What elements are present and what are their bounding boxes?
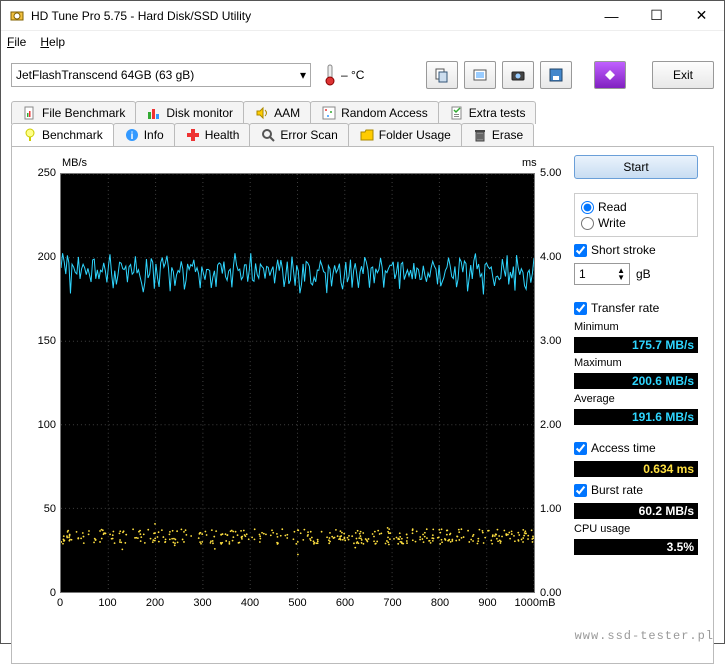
average-value: 191.6 MB/s [574,409,698,425]
copy-screenshot-button[interactable] [464,61,496,89]
write-radio[interactable]: Write [581,216,691,230]
chevron-down-icon: ▾ [300,68,306,82]
random-access-icon [321,105,337,121]
tab-info[interactable]: iInfo [113,123,175,146]
aam-icon [254,105,270,121]
tabs-row-bottom: Benchmark iInfo Health Error Scan Folder… [11,123,714,146]
access-time-check[interactable]: Access time [574,441,698,455]
chart-area: MB/s ms 0501001502002500.001.002.003.004… [20,155,570,655]
chart-canvas [60,173,535,593]
options-button[interactable] [594,61,626,89]
disk-monitor-icon [146,105,162,121]
tab-random-access[interactable]: Random Access [310,101,439,124]
tabs: File Benchmark Disk monitor AAM Random A… [11,101,714,146]
extra-tests-icon [449,105,465,121]
minimize-button[interactable]: — [589,1,634,30]
tab-erase[interactable]: Erase [461,123,534,146]
temperature: – °C [323,63,364,87]
save-button[interactable] [540,61,572,89]
temp-value: – °C [341,68,364,82]
short-stroke-value[interactable]: 1▲▼ [574,263,630,285]
content-panel: MB/s ms 0501001502002500.001.002.003.004… [11,146,714,664]
health-icon [185,127,201,143]
chart-plot [61,174,534,592]
y-axis-unit: MB/s [62,157,87,169]
short-stroke-unit: gB [636,267,651,281]
read-radio[interactable]: Read [581,200,691,214]
burst-rate-value: 60.2 MB/s [574,503,698,519]
spinner-icon[interactable]: ▲▼ [617,267,625,281]
menubar: File Help [1,31,724,53]
erase-icon [472,127,488,143]
exit-button[interactable]: Exit [652,61,714,89]
folder-usage-icon [359,127,375,143]
rw-group: Read Write [574,193,698,237]
watermark: www.ssd-tester.pl [575,629,714,643]
tab-health[interactable]: Health [174,123,251,146]
cpu-usage-label: CPU usage [574,523,698,535]
burst-rate-check[interactable]: Burst rate [574,483,698,497]
minimum-value: 175.7 MB/s [574,337,698,353]
access-time-value: 0.634 ms [574,461,698,477]
tabs-row-top: File Benchmark Disk monitor AAM Random A… [11,101,714,124]
tab-folder-usage[interactable]: Folder Usage [348,123,462,146]
maximize-button[interactable]: ☐ [634,1,679,30]
tab-aam[interactable]: AAM [243,101,311,124]
error-scan-icon [260,127,276,143]
svg-text:i: i [130,131,133,142]
toolbar: JetFlashTranscend 64GB (63 gB) ▾ – °C Ex… [1,53,724,97]
app-icon [9,8,25,24]
side-panel: Start Read Write Short stroke 1▲▼ gB Tra… [574,155,698,655]
menu-file[interactable]: File [7,35,26,49]
screenshot-button[interactable] [502,61,534,89]
tab-disk-monitor[interactable]: Disk monitor [135,101,244,124]
titlebar: HD Tune Pro 5.75 - Hard Disk/SSD Utility… [1,1,724,31]
tab-error-scan[interactable]: Error Scan [249,123,348,146]
close-button[interactable]: ✕ [679,1,724,30]
y2-axis-unit: ms [522,157,537,169]
maximum-label: Maximum [574,357,698,369]
average-label: Average [574,393,698,405]
short-stroke-check[interactable]: Short stroke [574,243,698,257]
menu-help[interactable]: Help [40,35,65,49]
tab-extra-tests[interactable]: Extra tests [438,101,537,124]
cpu-usage-value: 3.5% [574,539,698,555]
info-icon: i [124,127,140,143]
minimum-label: Minimum [574,321,698,333]
benchmark-icon [22,127,38,143]
start-button[interactable]: Start [574,155,698,179]
window-title: HD Tune Pro 5.75 - Hard Disk/SSD Utility [31,9,589,23]
maximum-value: 200.6 MB/s [574,373,698,389]
drive-label: JetFlashTranscend 64GB (63 gB) [16,68,194,82]
tab-benchmark[interactable]: Benchmark [11,123,114,146]
copy-info-button[interactable] [426,61,458,89]
tab-file-benchmark[interactable]: File Benchmark [11,101,136,124]
file-benchmark-icon [22,105,38,121]
drive-select[interactable]: JetFlashTranscend 64GB (63 gB) ▾ [11,63,311,87]
thermometer-icon [323,63,337,87]
transfer-rate-check[interactable]: Transfer rate [574,301,698,315]
